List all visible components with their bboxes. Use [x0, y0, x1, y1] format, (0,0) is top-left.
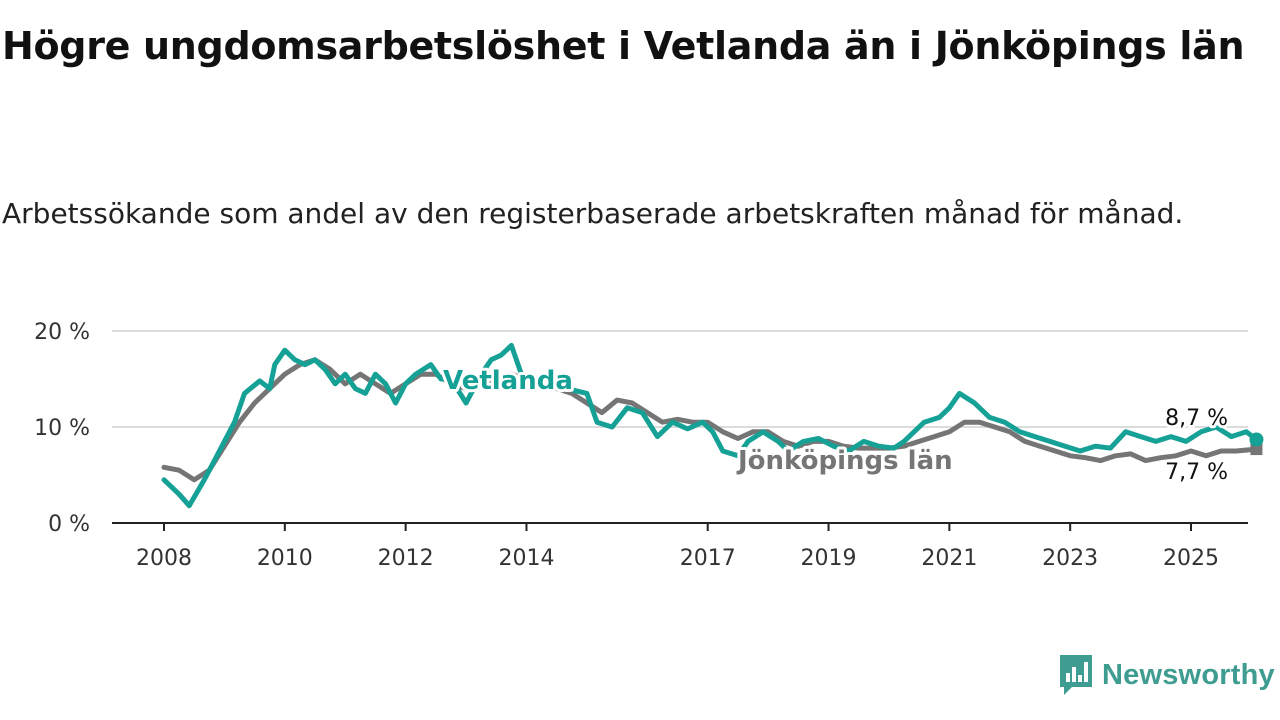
chart-title: Högre ungdomsarbetslöshet i Vetlanda än … — [2, 24, 1245, 68]
brand-name: Newsworthy — [1102, 658, 1275, 691]
series-line-jonkoping — [161, 357, 1259, 483]
series-lines — [161, 342, 1264, 509]
x-tick-label: 2012 — [378, 546, 434, 571]
x-tick-label: 2021 — [921, 546, 977, 571]
y-tick-label: 0 % — [48, 512, 90, 537]
x-tick-label: 2014 — [498, 546, 554, 571]
x-tick-label: 2017 — [680, 546, 736, 571]
x-tick-label: 2019 — [801, 546, 857, 571]
x-tick-label: 2023 — [1042, 546, 1098, 571]
series-label-jonkoping: Jönköpings län — [736, 446, 953, 476]
y-tick-label: 10 % — [34, 416, 90, 441]
series-label-vetlanda: Vetlanda — [443, 366, 573, 396]
end-point-vetlanda — [1249, 432, 1264, 447]
x-axis: 2008 2010 2012 2014 2017 2019 2021 2023 2025 — [112, 522, 1248, 571]
brand-logo[interactable]: Newsworthy — [1058, 652, 1275, 698]
line-chart: 0 % 10 % 20 % 2008 2010 2012 2014 2017 2019 2021… — [34, 320, 1264, 571]
end-label-jonkoping: 7,7 % — [1165, 460, 1228, 485]
x-tick-label: 2025 — [1163, 546, 1219, 571]
x-tick-label: 2010 — [257, 546, 313, 571]
chart-subtitle: Arbetssökande som andel av den registerb… — [2, 197, 1184, 230]
end-point-jonkoping — [1250, 443, 1263, 456]
series-labels: Vetlanda Jönköpings län 8,7 % 7,7 % — [440, 363, 1231, 488]
y-axis-ticks: 0 % 10 % 20 % — [34, 320, 90, 537]
y-tick-label: 20 % — [34, 320, 90, 345]
end-label-vetlanda: 8,7 % — [1165, 406, 1228, 431]
newsworthy-logo-icon — [1060, 655, 1092, 695]
series-line-vetlanda — [161, 342, 1259, 509]
x-tick-label: 2008 — [136, 546, 192, 571]
